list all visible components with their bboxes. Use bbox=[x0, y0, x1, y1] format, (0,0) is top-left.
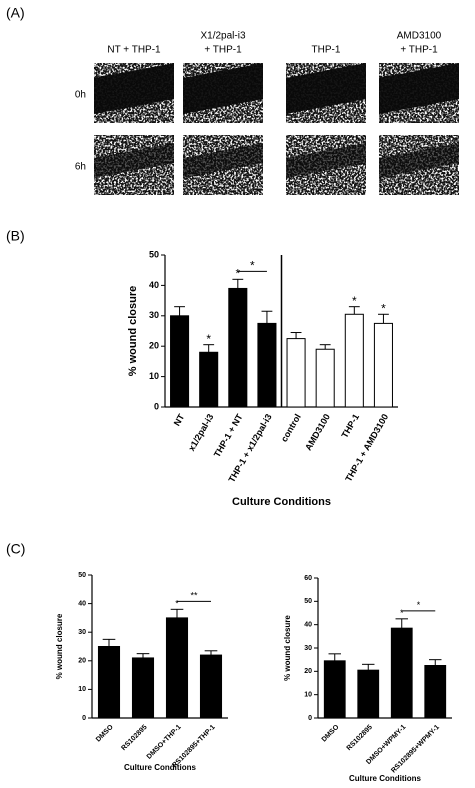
bracket-label: * bbox=[417, 600, 421, 610]
bar bbox=[131, 657, 155, 719]
column-header: THP-1 bbox=[312, 45, 341, 56]
x-tick-label: RS102895 bbox=[346, 724, 374, 752]
y-tick-label: 10 bbox=[304, 692, 312, 699]
row-label: 6h bbox=[75, 162, 86, 173]
x-tick-label: RS102895 bbox=[120, 724, 148, 752]
panel-label: (B) bbox=[6, 228, 25, 244]
bar bbox=[257, 322, 277, 408]
x-axis-label: Culture Conditions bbox=[232, 496, 331, 508]
y-axis-label: % wound closure bbox=[127, 286, 139, 376]
y-tick-label: 30 bbox=[304, 645, 312, 652]
panel-label: (C) bbox=[6, 541, 25, 557]
x-tick-label: DMSO bbox=[95, 723, 115, 743]
y-axis-label: % wound closure bbox=[283, 615, 292, 681]
bar bbox=[170, 315, 190, 408]
y-tick-label: 20 bbox=[149, 341, 159, 351]
y-axis-label: % wound closure bbox=[55, 613, 64, 679]
y-tick-label: 30 bbox=[149, 310, 159, 320]
bar bbox=[315, 348, 335, 408]
significance: * bbox=[235, 266, 240, 280]
y-tick-label: 60 bbox=[304, 575, 312, 582]
y-tick-label: 0 bbox=[82, 715, 86, 722]
x-tick-label: NT bbox=[172, 412, 187, 428]
column-header: + THP-1 bbox=[400, 45, 438, 56]
bar bbox=[424, 665, 447, 719]
significance: * bbox=[206, 332, 211, 346]
y-tick-label: 50 bbox=[304, 598, 312, 605]
y-tick-label: 40 bbox=[304, 622, 312, 629]
x-tick-label: control bbox=[279, 412, 303, 443]
y-tick-label: 40 bbox=[78, 600, 86, 607]
wound-gap bbox=[286, 63, 366, 114]
bracket-label: ** bbox=[190, 591, 198, 601]
bar bbox=[97, 646, 121, 719]
column-header: X1/2pal-i3 bbox=[200, 31, 245, 42]
y-tick-label: 50 bbox=[149, 249, 159, 259]
y-tick-label: 20 bbox=[78, 658, 86, 665]
y-tick-label: 40 bbox=[149, 280, 159, 290]
x-tick-label: THP-1 bbox=[339, 412, 361, 440]
y-tick-label: 50 bbox=[78, 572, 86, 579]
column-header: NT + THP-1 bbox=[107, 45, 161, 56]
bar bbox=[357, 669, 380, 719]
x-axis-label: Culture Conditions bbox=[124, 763, 197, 772]
bar bbox=[199, 654, 223, 719]
wound-gap bbox=[183, 63, 263, 114]
significance: * bbox=[175, 599, 179, 609]
y-tick-label: 0 bbox=[154, 401, 159, 411]
column-header: AMD3100 bbox=[397, 31, 442, 42]
wound-gap bbox=[286, 143, 366, 178]
wound-gap bbox=[94, 143, 174, 178]
wound-gap bbox=[94, 63, 174, 114]
significance: * bbox=[400, 608, 404, 618]
panel-label: (A) bbox=[6, 5, 25, 21]
y-tick-label: 30 bbox=[78, 629, 86, 636]
bar bbox=[286, 338, 306, 408]
x-tick-label: x1/2pal-i3 bbox=[186, 412, 215, 453]
bar bbox=[199, 351, 219, 408]
y-tick-label: 20 bbox=[304, 668, 312, 675]
column-header: + THP-1 bbox=[204, 45, 242, 56]
x-tick-label: DMSO bbox=[321, 723, 341, 743]
x-axis-label: Culture Conditions bbox=[349, 774, 422, 783]
bar bbox=[228, 287, 248, 408]
significance: * bbox=[381, 301, 386, 315]
bar bbox=[165, 617, 189, 719]
bar bbox=[373, 322, 393, 408]
wound-gap bbox=[379, 143, 459, 178]
bracket-label: * bbox=[250, 258, 255, 272]
y-tick-label: 10 bbox=[78, 686, 86, 693]
x-tick-label: AMD3100 bbox=[303, 412, 332, 452]
bar bbox=[390, 627, 413, 719]
x-tick-label: DMSO+THP-1 bbox=[146, 724, 183, 761]
row-label: 0h bbox=[75, 90, 86, 101]
micrographs: NT + THP-1 X1/2pal-i3 + THP-1 THP-1 AMD3100 +… bbox=[75, 31, 459, 195]
bar bbox=[344, 313, 364, 408]
wound-gap bbox=[183, 143, 263, 178]
bar bbox=[323, 660, 346, 719]
y-tick-label: 0 bbox=[308, 715, 312, 722]
significance: * bbox=[352, 294, 357, 308]
wound-gap bbox=[379, 63, 459, 114]
x-tick-label: THP-1 + NT bbox=[212, 412, 245, 459]
y-tick-label: 10 bbox=[149, 371, 159, 381]
